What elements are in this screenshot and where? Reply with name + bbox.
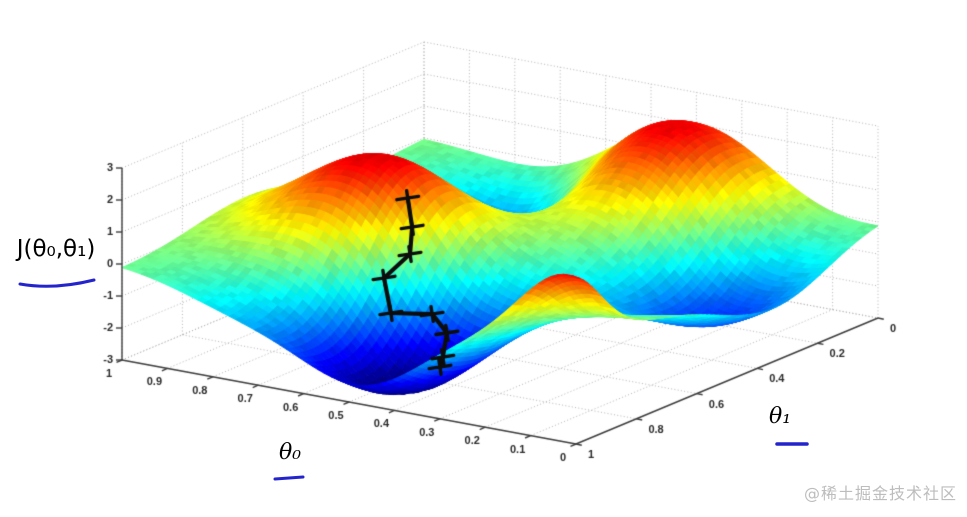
underline-stroke <box>18 278 96 288</box>
theta0-underline-icon <box>273 475 305 481</box>
z-title-underline-icon <box>18 278 96 288</box>
theta0-axis-title: θ₀ <box>278 440 302 465</box>
theta1-axis-title: θ₁ <box>768 404 792 429</box>
theta1-underline-icon <box>775 442 809 446</box>
z-axis-title: J(θ₀,θ₁) <box>16 236 96 262</box>
underline-stroke <box>273 475 305 481</box>
watermark: @稀土掘金技术社区 <box>803 484 957 503</box>
